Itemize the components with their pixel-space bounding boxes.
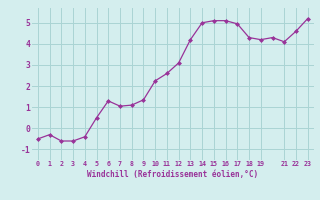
X-axis label: Windchill (Refroidissement éolien,°C): Windchill (Refroidissement éolien,°C) (87, 170, 258, 179)
